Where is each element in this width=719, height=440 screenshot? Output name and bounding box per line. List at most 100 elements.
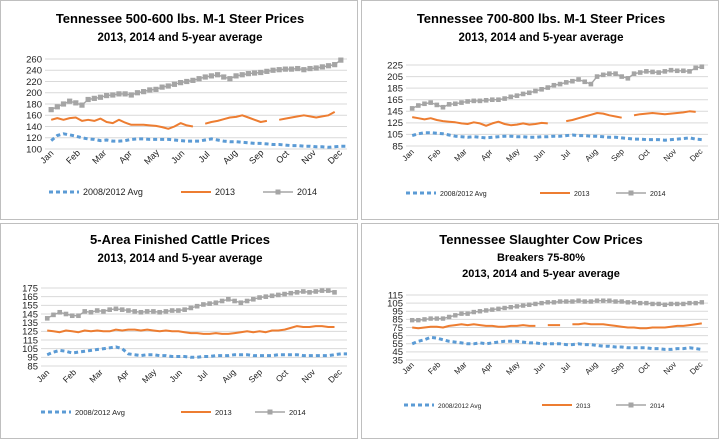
y-tick-label: 120 — [26, 133, 42, 144]
series-point-2 — [169, 308, 175, 313]
y-tick-label: 105 — [387, 298, 403, 309]
series-point-2 — [594, 74, 600, 79]
series-point-2 — [687, 300, 692, 306]
series-point-2 — [184, 78, 190, 85]
series-point-2 — [668, 301, 674, 307]
legend-item-2: 2014 — [263, 187, 317, 197]
chart-svg-2: 5-Area Finished Cattle Prices 2013, 2014 … — [22, 232, 347, 417]
y-tick-label: 240 — [26, 66, 42, 77]
x-tick-label: May — [504, 360, 521, 377]
y-tick-label: 200 — [26, 88, 42, 99]
series-point-2 — [483, 97, 489, 103]
series-point-2 — [60, 101, 67, 107]
series-point-2 — [607, 298, 612, 303]
y-tick-label: 180 — [26, 99, 42, 110]
series-point-2 — [699, 300, 705, 305]
x-tick-label: Jun — [167, 367, 184, 384]
series-point-2 — [270, 67, 276, 73]
y-tick-label: 115 — [23, 335, 38, 346]
y-tick-label: 115 — [388, 290, 403, 301]
x-tick-label: Oct — [274, 148, 291, 165]
series-point-2 — [251, 70, 258, 76]
y-tick-label: 140 — [26, 122, 42, 133]
series-point-2 — [446, 314, 452, 320]
series-point-2 — [239, 72, 245, 78]
series-point-2 — [190, 77, 196, 83]
x-tick-label: Jun — [169, 148, 186, 165]
series-point-2 — [51, 312, 56, 318]
series-point-2 — [631, 300, 637, 305]
series-point-2 — [588, 299, 594, 304]
series-point-2 — [165, 83, 171, 89]
chart-subtitle: 2013, 2014 and 5-year average — [98, 32, 263, 44]
series-point-2 — [44, 316, 50, 321]
series-point-2 — [662, 302, 668, 307]
x-tick-label: Jul — [559, 148, 573, 162]
series-point-2 — [208, 73, 215, 79]
y-tick-label: 165 — [22, 292, 38, 303]
series-point-2 — [625, 76, 631, 81]
x-tick-label: Nov — [662, 360, 678, 376]
x-tick-label: Feb — [426, 147, 443, 164]
series-point-2 — [520, 303, 526, 308]
legend-item-1: 2013 — [181, 408, 232, 417]
legend-item-0: 2008/2012 Avg — [406, 191, 487, 198]
series-point-2 — [564, 299, 569, 304]
series-point-2 — [57, 309, 63, 315]
series-point-2 — [233, 73, 239, 79]
series-point-2 — [668, 67, 674, 73]
y-tick-label: 55 — [392, 339, 403, 350]
series-point-2 — [301, 67, 307, 73]
chart-title: Tennessee 500-600 lbs. M-1 Steer Prices — [56, 11, 304, 26]
y-tick-label: 65 — [392, 331, 403, 342]
series-point-2 — [557, 81, 563, 87]
legend-item-1: 2013 — [542, 403, 591, 410]
series-point-2 — [576, 298, 581, 303]
x-tick-label: Sep — [247, 148, 265, 166]
legend-item-0: 2008/2012 Avg — [404, 403, 482, 410]
series-point-2 — [687, 69, 692, 74]
series-point-2 — [514, 93, 520, 98]
series-point-2 — [459, 311, 464, 316]
y-tick-label: 45 — [392, 347, 403, 358]
series-point-2 — [300, 289, 306, 294]
series-point-2 — [177, 80, 184, 86]
series-line-0 — [411, 335, 702, 351]
series-point-2 — [264, 68, 270, 74]
series-point-2 — [163, 309, 169, 314]
series-point-2 — [594, 298, 600, 303]
series-point-2 — [79, 102, 85, 108]
series-point-2 — [483, 308, 489, 313]
series-point-2 — [288, 66, 295, 72]
series-point-2 — [422, 101, 427, 107]
series-point-2 — [459, 100, 464, 105]
series-point-2 — [477, 98, 483, 104]
series-point-2 — [232, 298, 237, 304]
series-point-2 — [104, 92, 110, 99]
series-point-2 — [88, 309, 94, 315]
series-point-2 — [138, 309, 144, 315]
series-point-2 — [132, 309, 137, 314]
y-tick-label: 260 — [26, 54, 42, 65]
series-point-2 — [219, 298, 225, 304]
series-point-2 — [227, 76, 233, 82]
y-tick-label: 185 — [387, 83, 403, 94]
series-point-2 — [244, 298, 250, 304]
x-tick-label: Jul — [196, 149, 211, 164]
series-point-2 — [489, 97, 495, 103]
series-point-2 — [151, 309, 156, 314]
x-tick-label: Aug — [583, 360, 599, 376]
series-point-2 — [76, 313, 81, 319]
series-point-2 — [159, 84, 165, 90]
y-tick-label: 175 — [22, 283, 38, 294]
series-point-2 — [440, 104, 446, 110]
x-tick-label: Sep — [609, 147, 626, 164]
series-point-2 — [171, 81, 178, 87]
y-tick-label: 220 — [26, 77, 42, 88]
x-tick-label: May — [140, 366, 159, 385]
series-point-2 — [650, 301, 655, 307]
x-tick-label: Dec — [688, 360, 704, 376]
series-point-2 — [263, 294, 269, 299]
y-tick-label: 205 — [387, 72, 403, 83]
legend-label: 2013 — [215, 408, 232, 417]
